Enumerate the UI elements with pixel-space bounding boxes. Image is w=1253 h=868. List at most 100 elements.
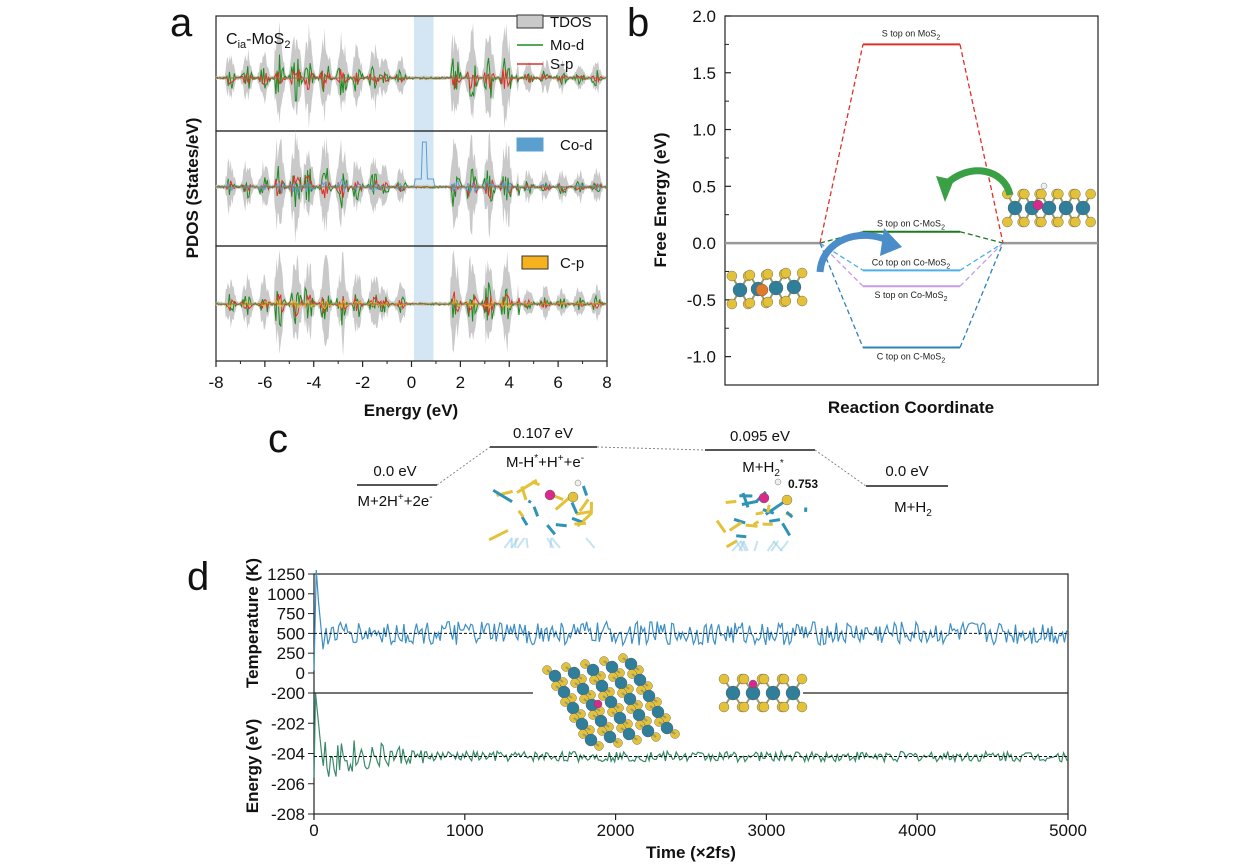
y-axis-label-temperature: Temperature (K) [243, 558, 262, 688]
y-tick-label-b: 1.5 [692, 64, 716, 83]
x-tick-label-a: -2 [355, 373, 370, 392]
plot-area-d [313, 573, 1069, 815]
x-tick-label-d: 1000 [446, 821, 484, 840]
reaction-levels [357, 446, 948, 487]
x-axis-label-a: Energy (eV) [364, 401, 458, 420]
level-energy-2: 0.095 eV [730, 428, 790, 445]
pathway-label-2: Co top on Co-MoS2 [872, 257, 951, 270]
pathway-in-4 [819, 242, 864, 348]
x-tick-label-d: 4000 [898, 821, 936, 840]
x-tick-label-a: 0 [407, 373, 416, 392]
y-tick-label-temperature: 250 [277, 644, 305, 663]
panel-label-c: c [268, 417, 288, 461]
panel-label-d: d [187, 555, 209, 599]
y-axis-label-energy: Energy (eV) [243, 719, 262, 813]
x-tick-label-d: 3000 [747, 821, 785, 840]
x-tick-label-a: 2 [456, 373, 465, 392]
level-energy-0: 0.0 eV [373, 463, 416, 480]
legend-label-c-p: C-p [560, 255, 584, 272]
y-tick-label-temperature: 500 [277, 624, 305, 643]
x-tick-label-a: 4 [505, 373, 514, 392]
legend-label-tdos: TDOS [550, 14, 592, 31]
bond-length-annotation: 0.753 [788, 477, 818, 491]
plot-area-b [724, 15, 1099, 386]
y-axis-ticks-b: 2.0 1.5 1.0 0.5 0.0 -0.5 -1.0 [687, 7, 731, 367]
y-tick-label-energy: -208 [271, 805, 305, 824]
sample-label: Cia-MoS2 [226, 31, 290, 51]
legend-label-mo-d: Mo-d [550, 37, 584, 54]
y-tick-label-b: 1.0 [692, 121, 716, 140]
level-state-2: M+H2* [742, 458, 784, 479]
level-connector-2 [814, 449, 867, 487]
cluster-structure-1 [488, 478, 596, 549]
y-tick-label-b: -1.0 [687, 348, 716, 367]
blue-arrowhead-icon [880, 228, 902, 256]
mos2-topview-structure [542, 653, 680, 751]
level-state-3: M+H2 [894, 499, 932, 519]
level-state-0: M+2H++2e- [357, 492, 432, 510]
blue-arrow-icon [816, 231, 894, 273]
x-axis-label-d: Time (×2fs) [646, 843, 736, 862]
energy-trace [313, 692, 1068, 778]
x-tick-label-a: 8 [602, 373, 611, 392]
pathway-in-0 [819, 44, 864, 244]
green-arrow-icon [941, 167, 1014, 197]
y-tick-label-b: 0.5 [692, 177, 716, 196]
x-tick-label-a: 6 [553, 373, 562, 392]
legend-label-co-d: Co-d [560, 137, 593, 154]
x-axis-ticks-a: -8 -6 -4 -2 0 2 4 6 8 [208, 361, 612, 392]
level-state-1: M-H*+H++e- [506, 453, 584, 471]
legend-bot: C-p [521, 255, 584, 272]
axis-ticks-d: 0 1000 2000 3000 4000 5000125010007505002500-… [267, 565, 1087, 840]
md-traces [313, 569, 1069, 778]
temperature-trace [313, 569, 1069, 671]
pathway-out-0 [959, 44, 1004, 244]
legend-swatch-co-d [516, 137, 544, 152]
level-energy-3: 0.0 eV [885, 463, 928, 480]
y-axis-label-b: Free Energy (eV) [651, 132, 670, 267]
green-arrowhead-icon [936, 176, 954, 202]
level-energy-1: 0.107 eV [513, 425, 573, 442]
y-tick-label-temperature: 750 [277, 605, 305, 624]
mos2-sideview-structure [718, 673, 808, 713]
mos2-structure-left [726, 267, 808, 310]
panel-label-a: a [170, 1, 193, 45]
pathway-label-3: S top on Co-MoS2 [875, 290, 948, 303]
energy-pathways: S top on MoS2 S top on C-MoS2 Co top on Co… [725, 28, 1098, 365]
pathway-label-4: C top on C-MoS2 [877, 352, 946, 365]
x-tick-label-d: 2000 [597, 821, 635, 840]
y-tick-label-energy: -206 [271, 775, 305, 794]
legend-swatch-tdos [516, 14, 544, 29]
y-tick-label-energy: -202 [271, 714, 305, 733]
pathway-out-4 [959, 242, 1004, 348]
mos2-structure-right [1002, 182, 1096, 228]
y-tick-label-temperature: 1000 [267, 585, 305, 604]
panel-label-b: b [627, 1, 649, 45]
y-tick-label-b: 0.0 [692, 234, 716, 253]
legend-swatch-c-p [521, 255, 549, 270]
legend-top: TDOS Mo-d S-p [516, 14, 592, 73]
pdos-curves [215, 21, 608, 357]
x-axis-label-b: Reaction Coordinate [828, 398, 994, 417]
x-tick-label-a: -8 [208, 373, 223, 392]
x-tick-label-a: -6 [257, 373, 272, 392]
x-tick-label-d: 5000 [1049, 821, 1087, 840]
pathway-out-1 [959, 231, 1004, 244]
pathway-label-0: S top on MoS2 [882, 28, 941, 41]
legend-label-s-p: S-p [550, 56, 573, 73]
pathway-out-2 [959, 242, 1004, 271]
y-tick-label-b: -0.5 [687, 291, 716, 310]
x-tick-label-a: -4 [306, 373, 321, 392]
cluster-structure-2 [715, 478, 808, 552]
legend-mid: Co-d [516, 137, 593, 154]
y-tick-label-temperature: 1250 [267, 565, 305, 584]
y-tick-label-temperature: 0 [296, 664, 305, 683]
y-tick-label-energy: -200 [271, 684, 305, 703]
x-tick-label-d: 0 [309, 821, 318, 840]
pathway-out-3 [959, 242, 1004, 287]
level-connector-1 [596, 446, 706, 451]
y-axis-label-a: PDOS (States/eV) [183, 118, 202, 259]
pathway-label-1: S top on C-MoS2 [877, 219, 945, 232]
y-tick-label-b: 2.0 [692, 7, 716, 26]
